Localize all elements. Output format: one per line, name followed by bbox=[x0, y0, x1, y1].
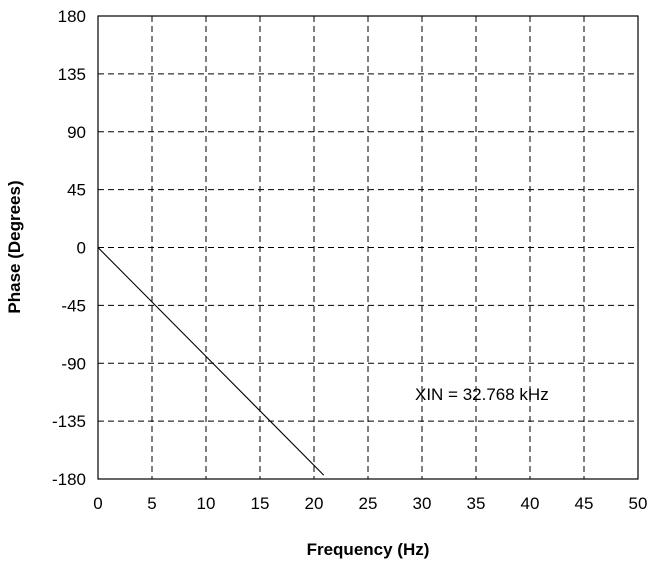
phase-line bbox=[97, 247, 325, 476]
x-tick-label: 25 bbox=[359, 494, 378, 513]
x-tick-label: 20 bbox=[305, 494, 324, 513]
y-tick-label: 180 bbox=[58, 7, 86, 26]
x-axis-title: Frequency (Hz) bbox=[307, 540, 430, 559]
x-tick-label: 50 bbox=[629, 494, 648, 513]
x-tick-label: 0 bbox=[93, 494, 102, 513]
series-layer bbox=[97, 247, 325, 476]
y-tick-label: 45 bbox=[67, 181, 86, 200]
x-tick-label: 10 bbox=[197, 494, 216, 513]
y-tick-label: 0 bbox=[77, 239, 86, 258]
x-tick-label: 40 bbox=[521, 494, 540, 513]
frequency-annotation: XIN = 32.768 kHz bbox=[415, 385, 549, 404]
grid bbox=[98, 16, 638, 479]
y-tick-label: 90 bbox=[67, 123, 86, 142]
x-tick-label: 30 bbox=[413, 494, 432, 513]
x-tick-label: 5 bbox=[147, 494, 156, 513]
y-axis-title: Phase (Degrees) bbox=[5, 180, 24, 313]
x-tick-labels: 0 5 10 15 20 25 30 35 40 45 50 bbox=[93, 494, 647, 513]
x-tick-label: 45 bbox=[575, 494, 594, 513]
y-tick-label: -45 bbox=[61, 296, 86, 315]
y-tick-labels: 180 135 90 45 0 -45 -90 -135 -180 bbox=[52, 7, 86, 489]
y-tick-label: -135 bbox=[52, 412, 86, 431]
x-tick-label: 15 bbox=[251, 494, 270, 513]
y-tick-label: -90 bbox=[61, 354, 86, 373]
y-tick-label: 135 bbox=[58, 65, 86, 84]
y-tick-label: -180 bbox=[52, 470, 86, 489]
plot-frame bbox=[97, 15, 639, 480]
x-tick-label: 35 bbox=[467, 494, 486, 513]
